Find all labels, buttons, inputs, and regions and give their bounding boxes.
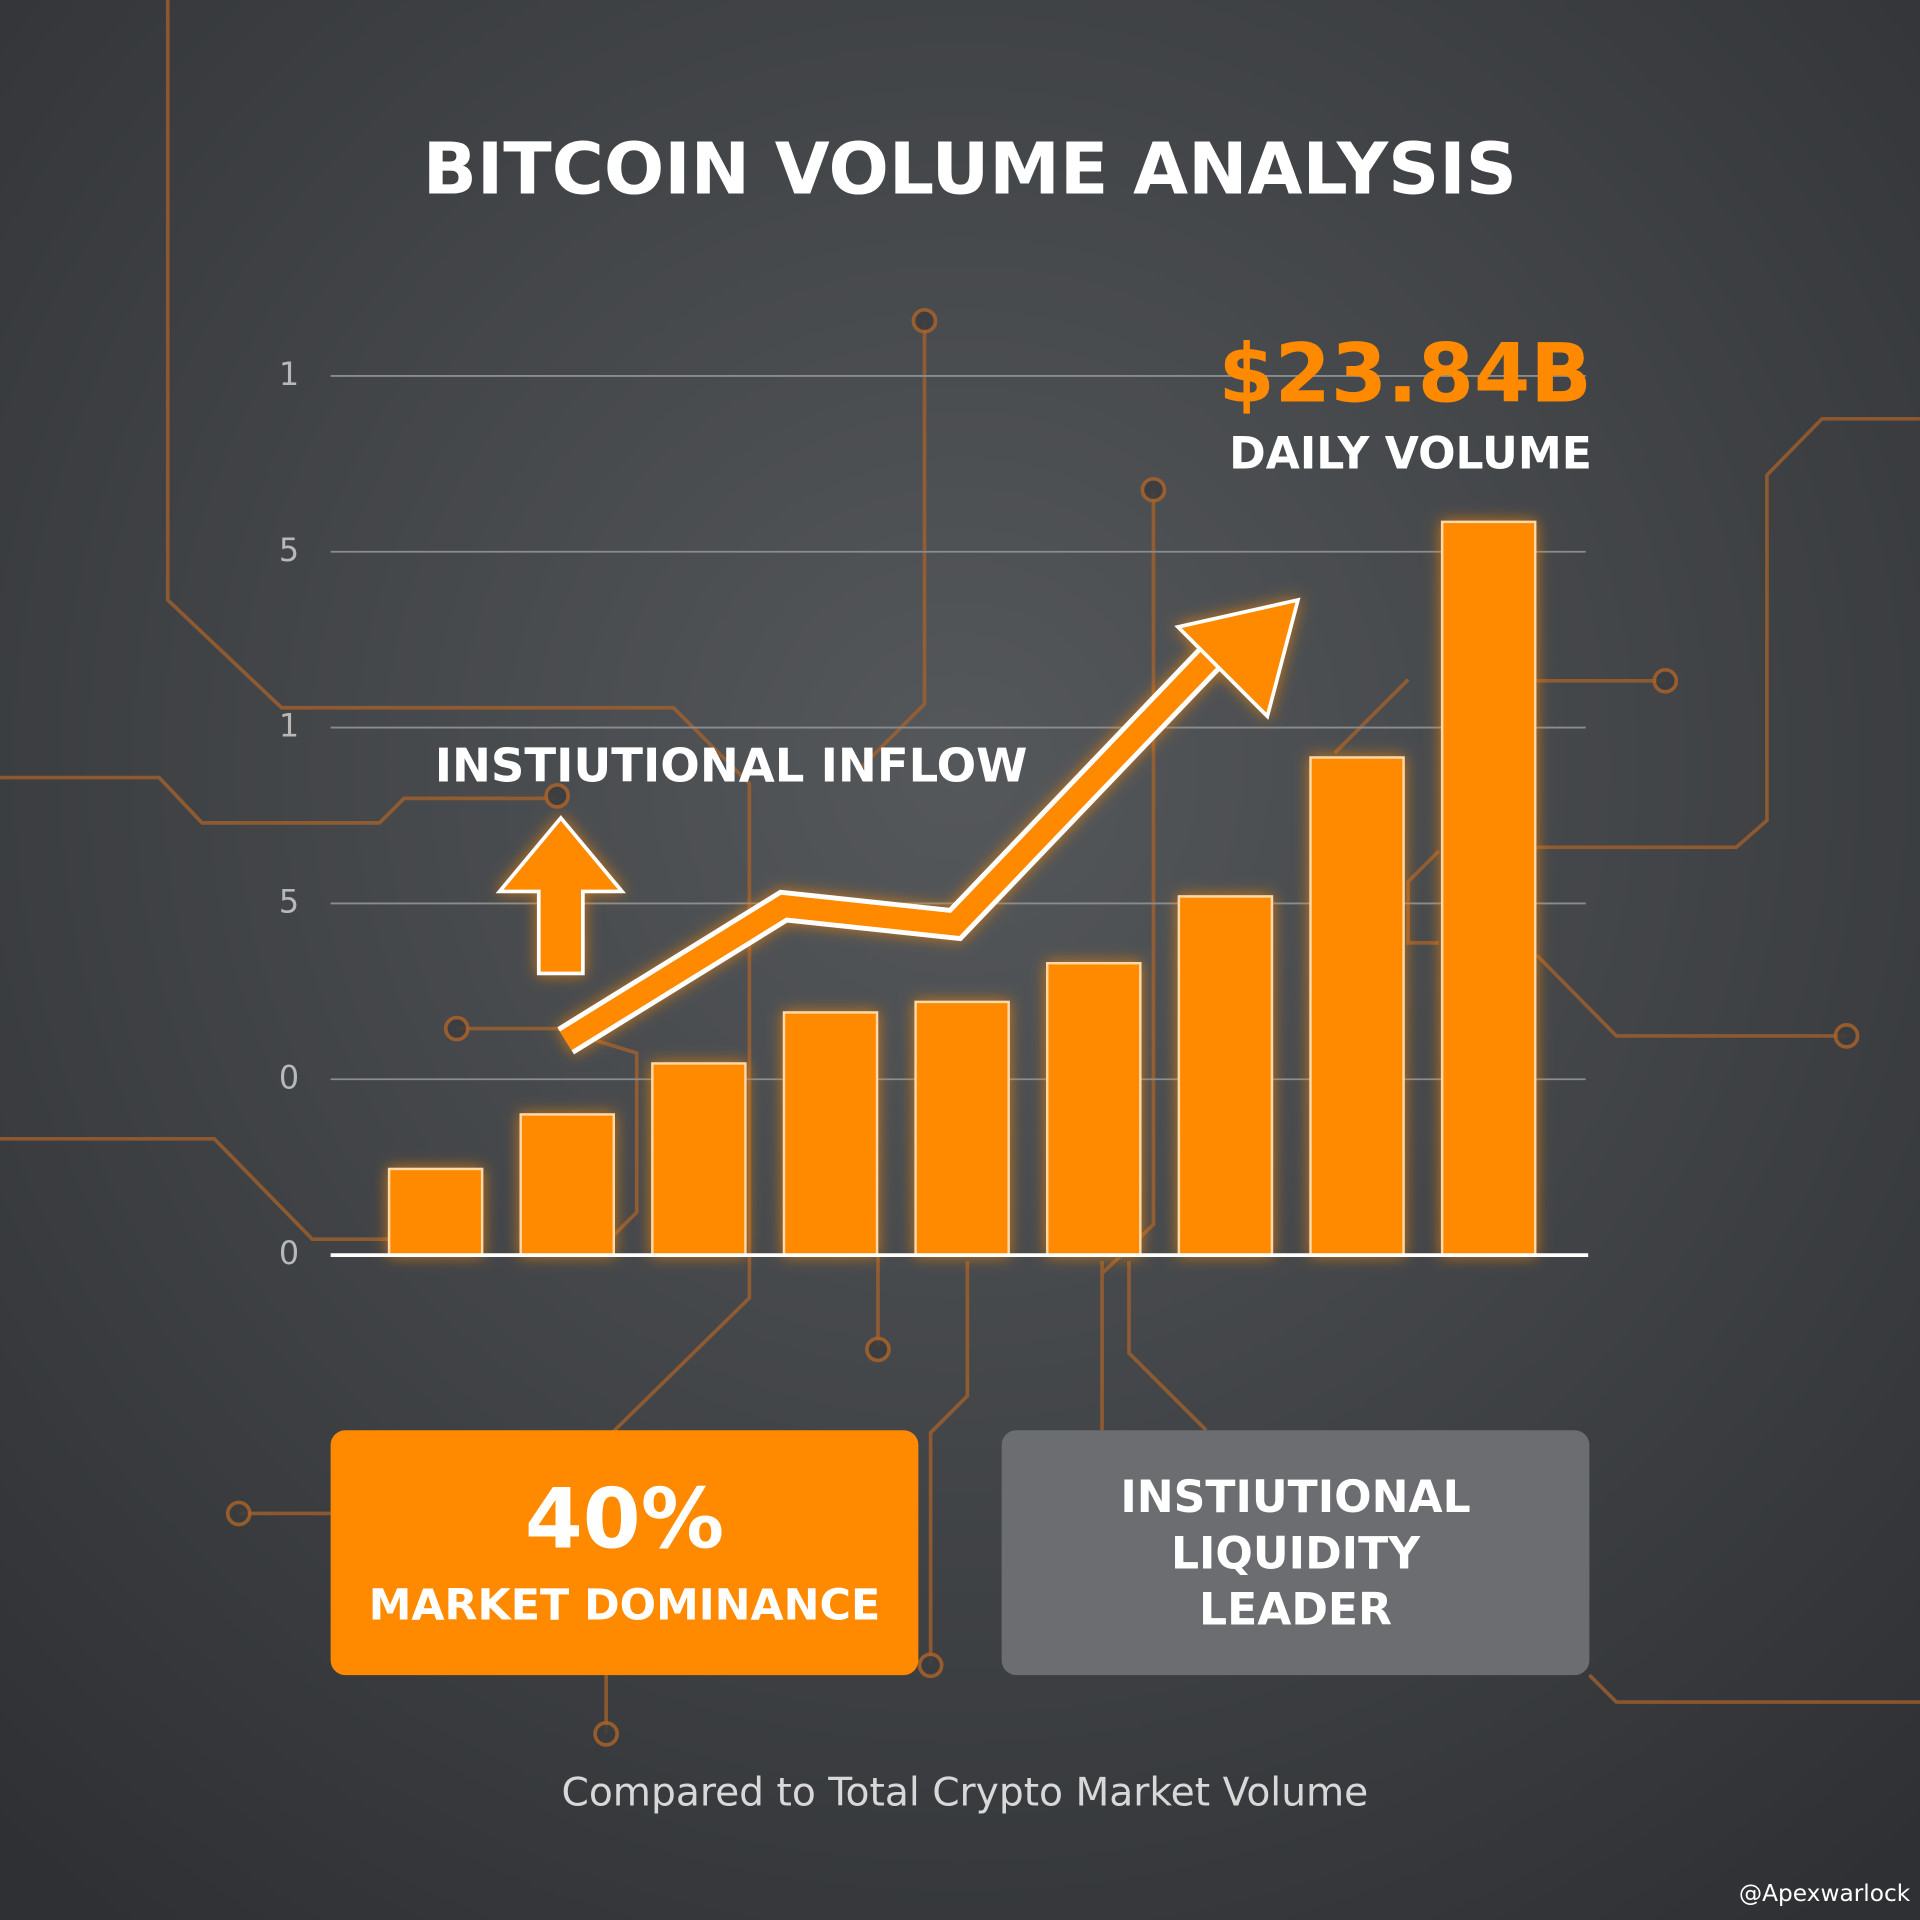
info-line: LEADER — [1199, 1585, 1392, 1636]
headline-value: $23.84B — [1218, 328, 1591, 422]
y-tick-label: 1 — [279, 707, 299, 745]
info-card — [1001, 1430, 1590, 1676]
bar — [782, 1011, 879, 1257]
bar — [519, 1113, 615, 1257]
circuit-nodes — [225, 307, 1860, 1747]
y-tick-label: 1 — [279, 355, 299, 393]
bar — [914, 1000, 1010, 1257]
info-line: LIQUIDITY — [1171, 1528, 1421, 1579]
bar — [387, 1167, 484, 1257]
y-tick-label: 5 — [279, 531, 299, 569]
bar — [1046, 961, 1142, 1257]
footnote: Compared to Total Crypto Market Volume — [561, 1771, 1368, 1816]
y-tick-label: 0 — [279, 1058, 299, 1096]
bar — [1177, 895, 1274, 1257]
y-tick-label: 0 — [279, 1234, 299, 1272]
bar — [1440, 520, 1537, 1257]
bar — [1309, 756, 1405, 1257]
info-line: INSTIUTIONAL — [1120, 1472, 1470, 1523]
circuit-lines — [0, 0, 1920, 1734]
plot: 0 0 5 1 5 1 — [279, 355, 1586, 1272]
stat-value: 40% — [525, 1470, 724, 1567]
y-tick-label: 5 — [279, 882, 299, 920]
watermark: @Apexwarlock — [1739, 1880, 1911, 1907]
headline-caption: DAILY VOLUME — [1229, 429, 1592, 480]
chart-title: BITCOIN VOLUME ANALYSIS — [423, 127, 1517, 210]
stat-label: MARKET DOMINANCE — [369, 1580, 881, 1630]
stat-card — [330, 1430, 919, 1676]
bar — [651, 1062, 747, 1257]
trend-arrow — [495, 597, 1301, 1055]
trend-label: INSTIUTIONAL INFLOW — [435, 738, 1028, 792]
